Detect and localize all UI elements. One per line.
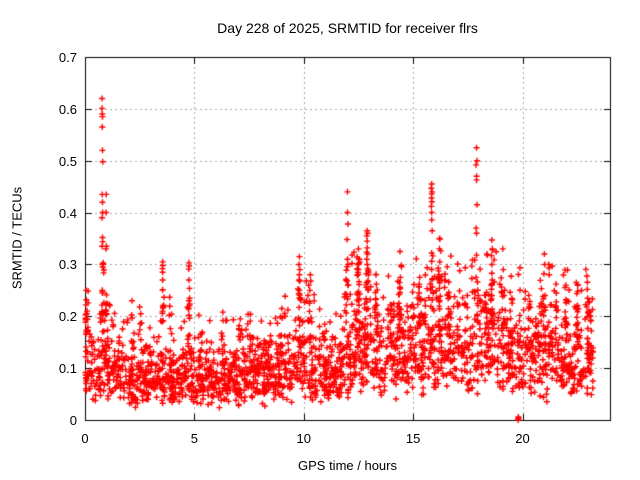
x-tick-label: 5 [190,431,198,446]
y-tick-label: 0.2 [58,309,77,325]
y-tick-label: 0.6 [58,101,77,117]
x-axis-label: GPS time / hours [298,458,397,473]
x-tick-label: 10 [296,431,311,446]
y-tick-label: 0 [69,413,77,428]
y-tick-label: 0.1 [58,361,77,377]
x-tick-label: 15 [405,431,421,446]
chart-title: Day 228 of 2025, SRMTID for receiver flr… [217,20,478,36]
x-tick-label: 0 [81,431,89,446]
y-tick-label: 0.4 [58,205,77,221]
y-tick-label: 0.7 [58,50,77,65]
y-axis-label: SRMTID / TECUs [9,186,25,290]
y-tick-label: 0.3 [58,257,77,273]
y-tick-label: 0.5 [58,153,77,169]
x-tick-label: 20 [515,431,530,446]
